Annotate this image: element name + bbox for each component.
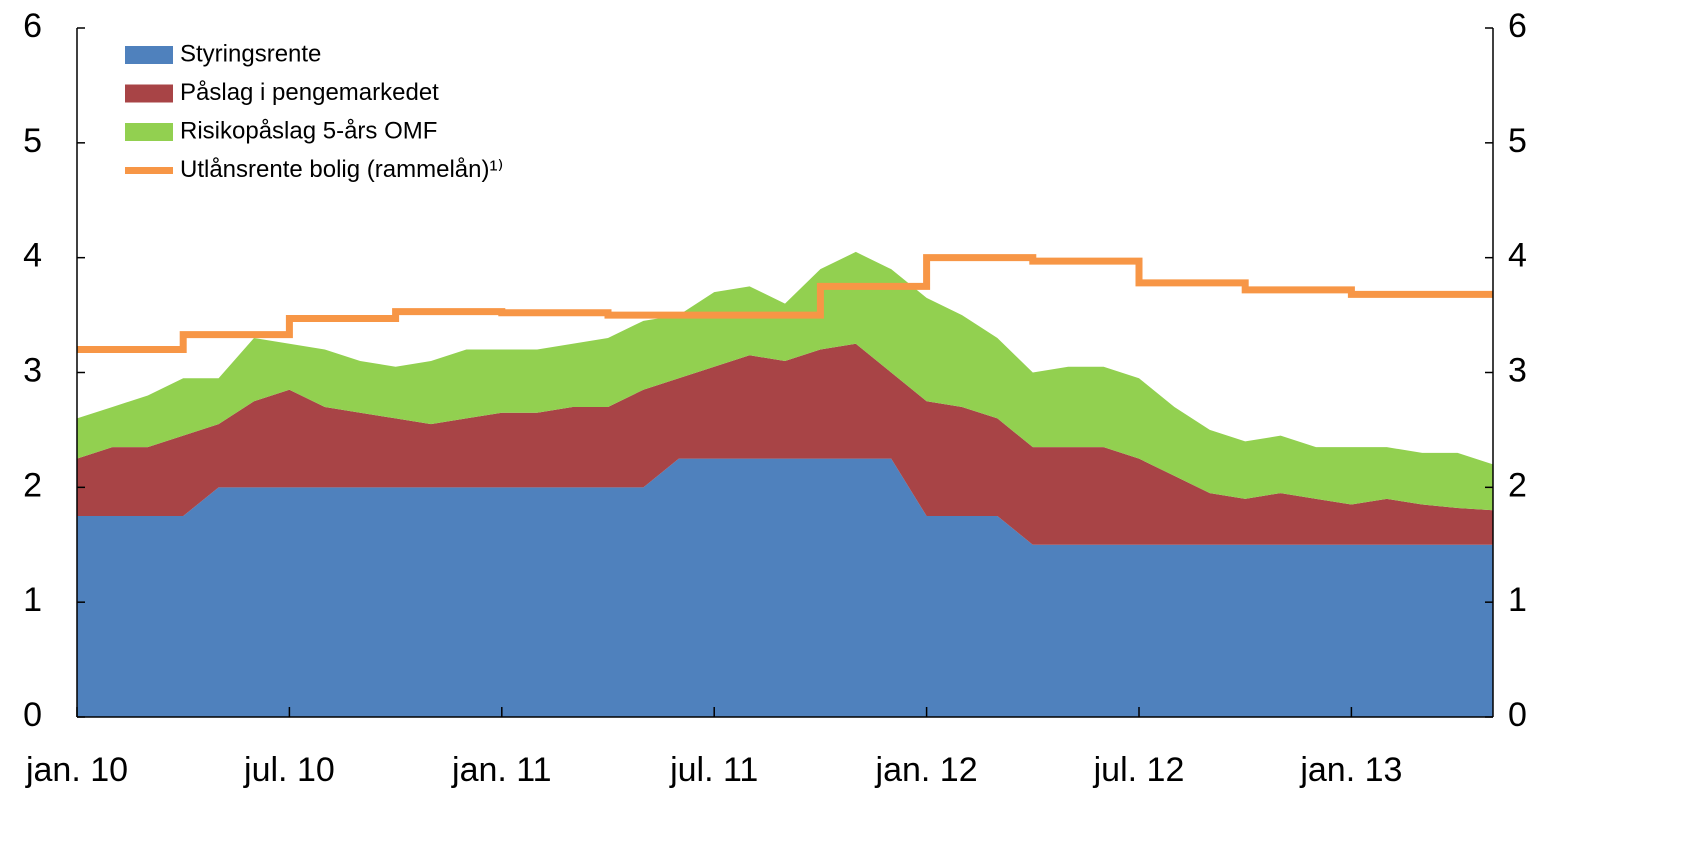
- legend-swatch: [125, 123, 173, 141]
- y2-tick-label: 0: [1508, 696, 1527, 734]
- legend-swatch: [125, 84, 173, 103]
- legend-label: Styringsrente: [180, 40, 321, 67]
- x-tick-label: jul. 11: [669, 751, 758, 789]
- y-tick-label: 5: [23, 122, 42, 160]
- y2-tick-label: 6: [1508, 7, 1527, 45]
- legend-label: Risikopåslag 5-års OMF: [180, 117, 437, 144]
- x-tick-label: jul. 10: [243, 751, 335, 789]
- x-tick-label: jan. 10: [25, 751, 128, 789]
- y-tick-label: 2: [23, 466, 42, 504]
- y2-tick-label: 3: [1508, 351, 1527, 389]
- y2-tick-label: 5: [1508, 122, 1527, 160]
- legend-label: Utlånsrente bolig (rammelån)¹⁾: [180, 156, 503, 183]
- y-tick-label: 3: [23, 351, 42, 389]
- line: [77, 254, 1493, 354]
- x-tick-label: jul. 12: [1093, 751, 1185, 789]
- legend-label: Påslag i pengemarkedet: [180, 79, 439, 106]
- x-tick-label: jan. 12: [875, 751, 978, 789]
- y-tick-label: 4: [23, 237, 42, 275]
- x-tick-label: jan. 11: [451, 751, 552, 789]
- area: [77, 343, 1493, 545]
- y2-tick-label: 4: [1508, 237, 1527, 275]
- y-tick-label: 1: [23, 581, 42, 619]
- x-tick-label: jan. 13: [1299, 751, 1402, 789]
- legend-swatch: [125, 46, 173, 64]
- area: [77, 458, 1493, 717]
- y-tick-label: 6: [23, 7, 42, 45]
- y-tick-label: 0: [23, 696, 42, 734]
- y2-tick-label: 2: [1508, 466, 1527, 504]
- y2-tick-label: 1: [1508, 581, 1527, 619]
- area: [77, 251, 1493, 511]
